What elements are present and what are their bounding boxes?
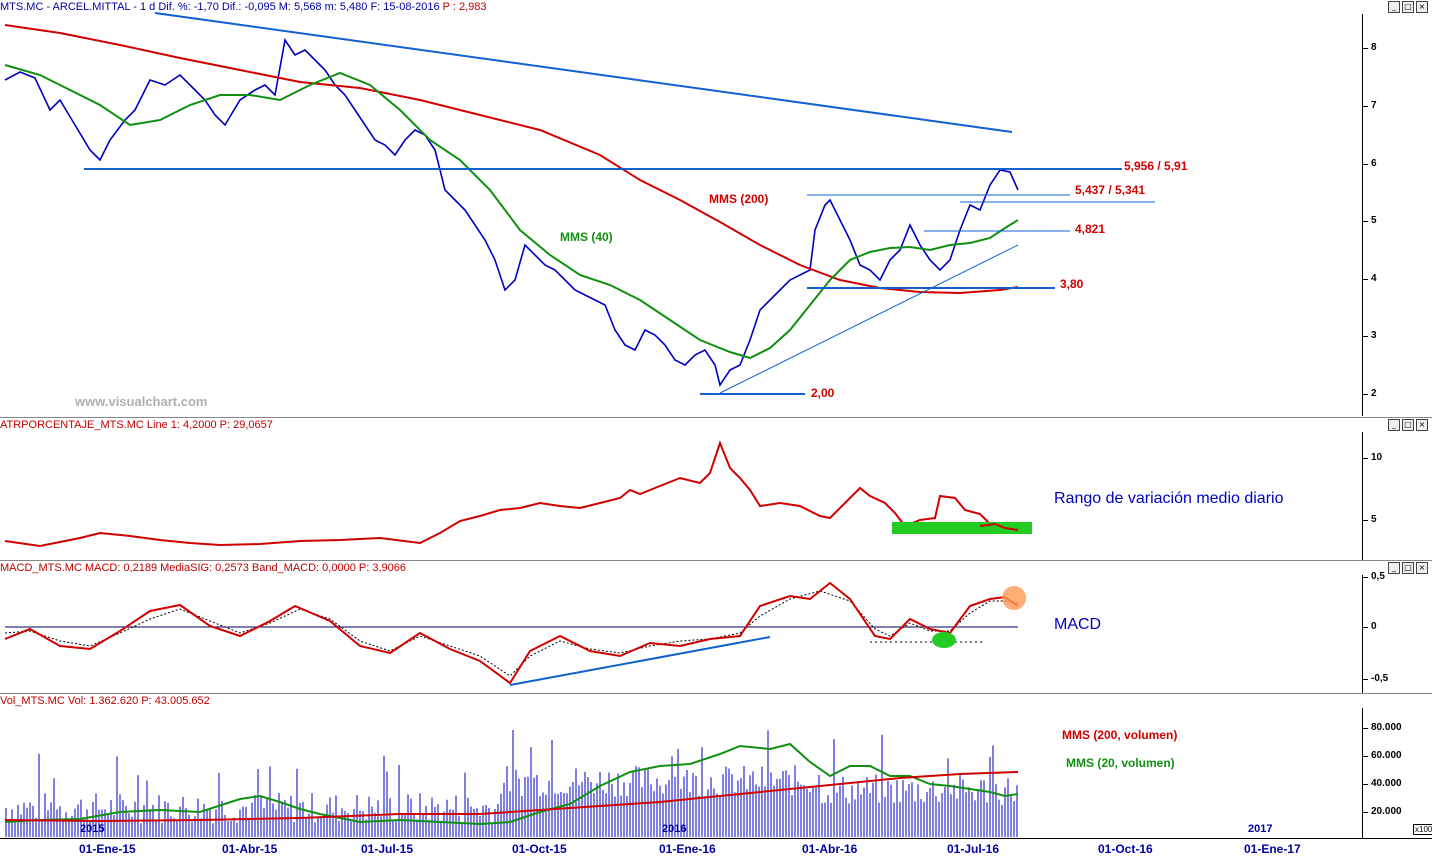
separator — [0, 417, 1432, 418]
label-level5: 2,00 — [811, 386, 835, 400]
x-tick: 01-Jul-16 — [947, 842, 1000, 856]
y-tick: 0,5 — [1363, 571, 1385, 582]
mms40-line — [4, 64, 1019, 360]
atr-panel: ATRPORCENTAJE_MTS.MC Line 1: 4,2000 P: 2… — [0, 418, 1432, 560]
macd-annotation: MACD — [1054, 616, 1102, 633]
maximize-icon[interactable]: □ — [1402, 562, 1414, 574]
x-tick: 01-Oct-15 — [512, 842, 567, 856]
minimize-icon[interactable]: _ — [1388, 562, 1400, 574]
price-series — [4, 37, 1019, 387]
y-tick: -0,5 — [1362, 673, 1389, 684]
price-header: MTS.MC - ARCEL.MITTAL - 1 d Dif. %: -1,7… — [0, 1, 487, 13]
label-mms200: MMS (200) — [709, 192, 769, 206]
volume-header: Vol_MTS.MC Vol: 1.362.620 P: 43.005.652 — [0, 695, 210, 707]
x-tick: 01-Jul-15 — [361, 842, 414, 856]
y-tick: 3 — [1363, 330, 1377, 341]
volume-multiplier: x100 — [1413, 824, 1432, 835]
y-tick: 5 — [1363, 514, 1377, 525]
support-trendline — [719, 244, 1019, 394]
minimize-icon[interactable]: _ — [1388, 419, 1400, 431]
label-vol-mms20: MMS (20, volumen) — [1066, 756, 1175, 770]
y-tick: 6 — [1363, 158, 1377, 169]
y-tick: 8 — [1363, 42, 1377, 53]
vol-mms20-line — [4, 742, 1019, 826]
price-y-axis: 8 7 6 5 4 3 2 — [1362, 14, 1432, 416]
y-tick: 40.000 — [1363, 778, 1402, 789]
y-tick: 0 — [1363, 621, 1377, 632]
macd-line — [4, 581, 1019, 685]
year-mark-2015: 2015 — [80, 823, 105, 835]
maximize-icon[interactable]: □ — [1402, 1, 1414, 13]
y-tick: 80.000 — [1363, 722, 1402, 733]
x-tick: 01-Ene-16 — [659, 842, 716, 856]
maximize-icon[interactable]: □ — [1402, 419, 1414, 431]
macd-window-buttons: _ □ × — [1388, 562, 1428, 574]
watermark: www.visualchart.com — [75, 394, 208, 409]
y-tick: 60.000 — [1363, 750, 1402, 761]
volume-panel: Vol_MTS.MC Vol: 1.362.620 P: 43.005.652 … — [0, 694, 1432, 838]
y-tick: 10 — [1362, 452, 1383, 463]
atr-line-tail — [979, 522, 1019, 531]
y-tick: 7 — [1363, 100, 1377, 111]
label-level2: 5,437 / 5,341 — [1075, 183, 1146, 197]
vol-mms200-line — [4, 771, 1019, 823]
macd-chart — [4, 581, 1026, 686]
atr-header: ATRPORCENTAJE_MTS.MC Line 1: 4,2000 P: 2… — [0, 419, 273, 431]
macd-green-marker — [932, 632, 956, 648]
label-vol-mms200: MMS (200, volumen) — [1062, 728, 1178, 742]
label-level1: 5,956 / 5,91 — [1124, 159, 1188, 173]
x-axis: 01-Ene-15 01-Abr-15 01-Jul-15 01-Oct-15 … — [0, 838, 1432, 858]
mms200-line — [4, 24, 1019, 295]
label-level4: 3,80 — [1060, 277, 1084, 291]
x-tick: 01-Abr-16 — [802, 842, 858, 856]
volume-y-axis: 80.000 60.000 40.000 20.000 x100 — [1362, 708, 1432, 838]
x-tick: 01-Oct-16 — [1098, 842, 1153, 856]
y-tick: 5 — [1363, 215, 1377, 226]
close-icon[interactable]: × — [1416, 562, 1428, 574]
atr-y-axis: 10 5 — [1362, 432, 1432, 560]
y-tick: 20.000 — [1363, 806, 1402, 817]
label-mms40: MMS (40) — [560, 230, 613, 244]
price-panel: MTS.MC - ARCEL.MITTAL - 1 d Dif. %: -1,7… — [0, 0, 1432, 416]
macd-trendline — [509, 636, 771, 686]
atr-line — [4, 440, 1019, 548]
year-mark-2016: 2016 — [662, 823, 687, 835]
close-icon[interactable]: × — [1416, 419, 1428, 431]
volume-chart — [4, 729, 1019, 837]
macd-header: MACD_MTS.MC MACD: 0,2189 MediaSIG: 0,257… — [0, 562, 406, 574]
separator — [0, 693, 1432, 694]
x-tick: 01-Abr-15 — [222, 842, 278, 856]
atr-window-buttons: _ □ × — [1388, 419, 1428, 431]
macd-orange-marker — [1002, 586, 1026, 610]
macd-panel: MACD_MTS.MC MACD: 0,2189 MediaSIG: 0,257… — [0, 561, 1432, 693]
x-tick: 01-Ene-15 — [79, 842, 136, 856]
atr-chart — [4, 440, 1032, 548]
separator — [0, 560, 1432, 561]
price-chart — [4, 12, 1155, 395]
macd-y-axis: 0,5 0 -0,5 — [1362, 571, 1432, 693]
resistance-trendline — [154, 12, 1013, 133]
x-tick: 01-Ene-17 — [1244, 842, 1301, 856]
y-tick: 2 — [1363, 388, 1377, 399]
y-tick: 4 — [1363, 273, 1377, 284]
macd-signal-line — [4, 590, 1019, 677]
atr-annotation: Rango de variación medio diario — [1054, 490, 1284, 507]
volume-bars — [5, 729, 1018, 837]
label-level3: 4,821 — [1075, 222, 1106, 236]
year-mark-2017: 2017 — [1248, 823, 1273, 835]
price-window-buttons: _ □ × — [1388, 1, 1428, 13]
minimize-icon[interactable]: _ — [1388, 1, 1400, 13]
close-icon[interactable]: × — [1416, 1, 1428, 13]
